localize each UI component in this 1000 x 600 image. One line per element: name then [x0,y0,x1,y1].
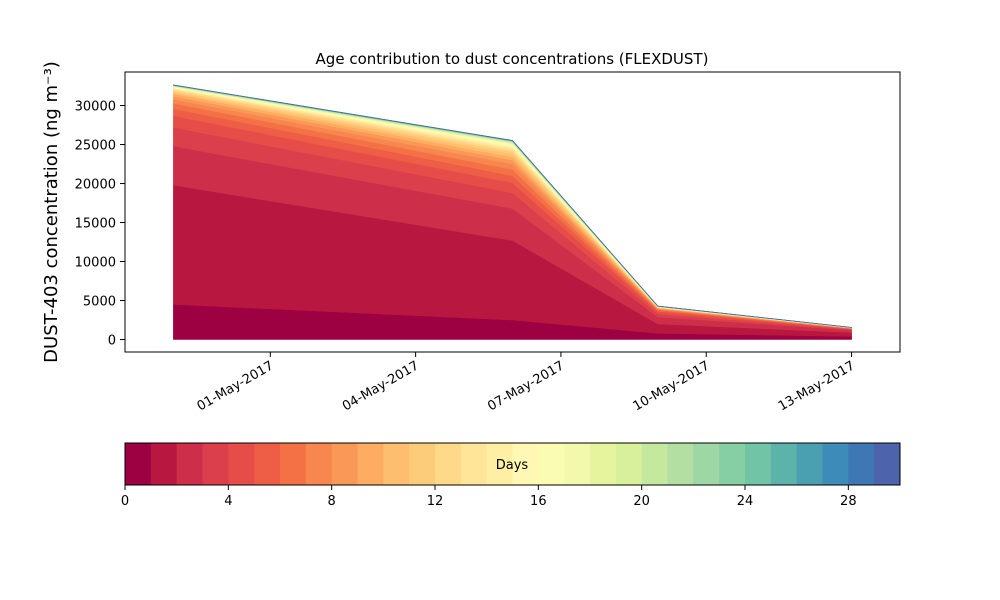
colorbar-tick-label: 20 [633,494,650,509]
colorbar-cell [822,443,849,485]
colorbar-cell [435,443,462,485]
colorbar-cell [564,443,591,485]
colorbar-cell [874,443,901,485]
x-axis: 01-May-2017 04-May-2017 07-May-2017 10-May-… [195,352,858,414]
x-tick-label: 04-May-2017 [340,358,422,414]
colorbar-cell [512,443,539,485]
colorbar-cell [150,443,178,485]
colorbar-cell [590,443,617,485]
colorbar-cell [796,443,823,485]
y-tick-label: 20000 [75,178,116,193]
colorbar-cell [486,443,513,485]
chart-title: Age contribution to dust concentrations … [316,50,709,68]
colorbar-cell [305,443,333,485]
x-tick-label: 07-May-2017 [485,358,567,414]
colorbar-cell [719,443,746,485]
area-age-30 [173,84,852,328]
colorbar-cell [641,443,668,485]
colorbar-cell [125,443,152,485]
colorbar-label: Days [496,458,529,473]
colorbar-cell [357,443,384,485]
y-tick-label: 15000 [75,217,116,232]
colorbar-cell [202,443,229,485]
colorbar-cell [615,443,643,485]
stacked-areas [173,84,852,340]
colorbar-cell [176,443,203,485]
x-tick-label: 13-May-2017 [776,358,858,414]
y-tick-label: 10000 [75,256,116,271]
y-tick-label: 5000 [83,295,116,310]
y-tick-label: 30000 [75,100,116,115]
y-axis: 0 5000 10000 15000 20000 25000 30000 [75,100,125,349]
colorbar-cell [280,443,307,485]
colorbar [125,443,901,485]
colorbar-cell [770,443,798,485]
colorbar-tick-label: 12 [427,494,444,509]
colorbar-cell [228,443,255,485]
colorbar-tick-label: 4 [224,494,232,509]
colorbar-cell [693,443,720,485]
colorbar-cell [460,443,488,485]
colorbar-cell [383,443,410,485]
y-tick-label: 0 [108,334,116,349]
colorbar-cell [409,443,436,485]
colorbar-cell [745,443,772,485]
colorbar-tick-label: 0 [121,494,129,509]
colorbar-cell [331,443,358,485]
colorbar-cell [254,443,281,485]
colorbar-cell [848,443,875,485]
colorbar-tick-label: 24 [737,494,754,509]
colorbar-tick-label: 28 [840,494,857,509]
colorbar-tick-label: 16 [530,494,547,509]
colorbar-cell [667,443,694,485]
colorbar-ticks: 0 4 8 12 16 20 24 28 [121,485,857,509]
colorbar-frame [124,442,901,486]
colorbar-tick-label: 8 [328,494,336,509]
x-tick-label: 10-May-2017 [631,358,713,414]
plot-frame [124,71,901,353]
y-axis-label: DUST-403 concentration (ng m⁻³) [41,61,62,363]
x-tick-label: 01-May-2017 [195,358,277,414]
y-tick-label: 25000 [75,139,116,154]
colorbar-cell [538,443,565,485]
